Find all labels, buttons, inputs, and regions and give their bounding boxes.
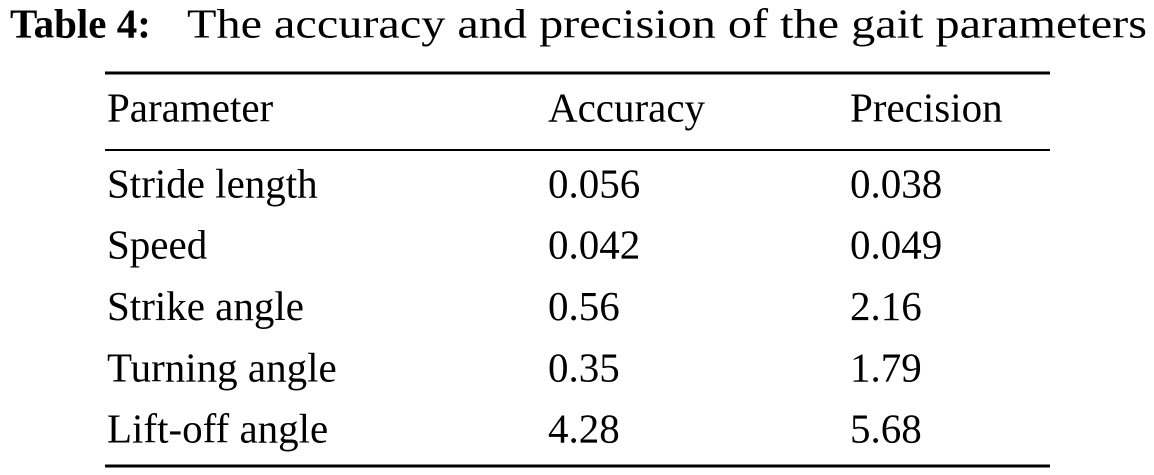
table-cell: 4.28 <box>548 406 620 452</box>
header-cell: Parameter <box>107 84 274 130</box>
header-cell: Accuracy <box>548 84 706 130</box>
table-cell: 0.042 <box>548 222 640 268</box>
table-cell: 5.68 <box>850 406 922 452</box>
header-cell: Precision <box>850 84 1003 130</box>
table-cell: 0.038 <box>850 160 942 206</box>
row-label: Stride length <box>107 160 318 206</box>
table-cell: 1.79 <box>850 344 922 390</box>
row-label: Strike angle <box>107 283 304 329</box>
row-label: Lift-off angle <box>107 406 328 452</box>
table-cell: 2.16 <box>850 283 922 329</box>
row-label: Speed <box>107 222 207 268</box>
table-cell: 0.056 <box>548 160 640 206</box>
caption-label: Table 4: <box>10 0 151 46</box>
row-label: Turning angle <box>107 344 337 390</box>
table-cell: 0.56 <box>548 283 620 329</box>
caption-text: The accuracy and precision of the gait p… <box>187 0 1147 46</box>
table-cell: 0.35 <box>548 344 620 390</box>
table-cell: 0.049 <box>850 222 942 268</box>
